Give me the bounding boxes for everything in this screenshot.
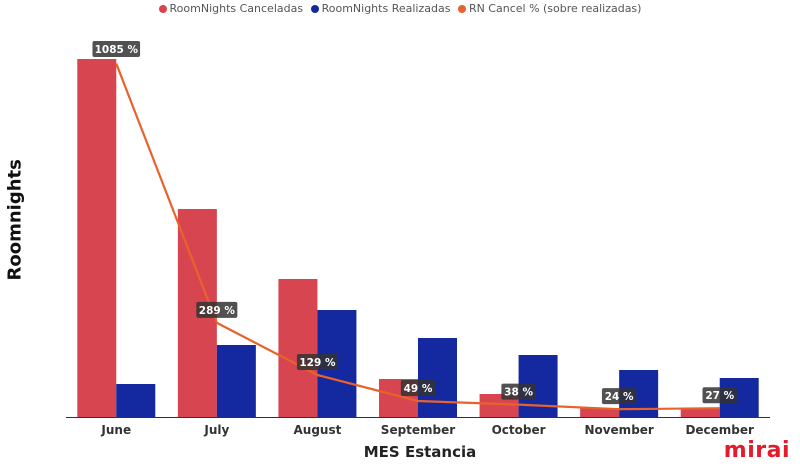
line-data-label-text: 24 % <box>605 391 634 403</box>
line-data-label-november: 24 % <box>601 388 637 405</box>
x-tick-label: September <box>381 423 455 437</box>
bar-canceladas-august <box>278 279 318 417</box>
x-tick-label: November <box>584 423 653 437</box>
line-data-label-bg <box>400 380 436 397</box>
line-data-label-bg <box>92 41 141 57</box>
x-tick-label: July <box>203 423 229 437</box>
bar-realizadas-september <box>418 338 457 417</box>
legend-marker-cancel-pct <box>457 4 466 13</box>
x-axis-title: MES Estancia <box>363 443 477 461</box>
legend-item-realizadas[interactable]: RoomNights Realizadas <box>310 2 451 15</box>
legend-item-cancel-pct[interactable]: RN Cancel % (sobre realizadas) <box>457 2 642 15</box>
line-data-label-august: 129 % <box>296 353 338 370</box>
x-tick-label: December <box>685 423 754 437</box>
bar-realizadas-june <box>116 384 156 417</box>
line-data-label-bg <box>501 383 536 400</box>
line-data-label-bg <box>702 387 737 404</box>
line-data-label-text: 1085 % <box>95 44 139 56</box>
line-data-label-bg <box>296 353 338 370</box>
bar-canceladas-october <box>479 394 519 417</box>
x-tick-label: August <box>294 423 342 437</box>
legend: RoomNights Canceladas RoomNights Realiza… <box>0 2 800 16</box>
legend-label-cancel-pct: RN Cancel % (sobre realizadas) <box>468 2 642 15</box>
bar-canceladas-december <box>680 408 720 417</box>
legend-item-canceladas[interactable]: RoomNights Canceladas <box>158 2 304 15</box>
line-data-label-text: 49 % <box>404 383 433 395</box>
bar-canceladas-june <box>77 59 117 417</box>
x-tick-label: June <box>100 423 131 437</box>
line-data-label-july: 289 % <box>196 301 238 318</box>
legend-label-canceladas: RoomNights Canceladas <box>169 2 304 15</box>
legend-marker-realizadas <box>310 4 319 13</box>
line-data-label-september: 49 % <box>400 380 436 397</box>
line-data-label-text: 38 % <box>504 387 533 399</box>
legend-marker-canceladas <box>158 4 167 13</box>
x-tick-label: October <box>492 423 546 437</box>
line-data-label-bg <box>196 301 238 318</box>
line-data-label-text: 289 % <box>199 305 236 317</box>
bar-canceladas-november <box>580 408 620 417</box>
line-data-label-december: 27 % <box>702 387 737 404</box>
bar-realizadas-july <box>216 345 256 417</box>
line-data-label-text: 27 % <box>705 390 734 402</box>
line-data-label-text: 129 % <box>299 357 336 369</box>
brand-logo: mirai <box>723 438 790 463</box>
line-data-label-bg <box>601 388 637 405</box>
line-data-label-october: 38 % <box>501 383 536 400</box>
legend-label-realizadas: RoomNights Realizadas <box>321 2 451 15</box>
line-data-label-june: 1085 % <box>92 41 141 57</box>
line-cancel-pct <box>115 63 720 411</box>
